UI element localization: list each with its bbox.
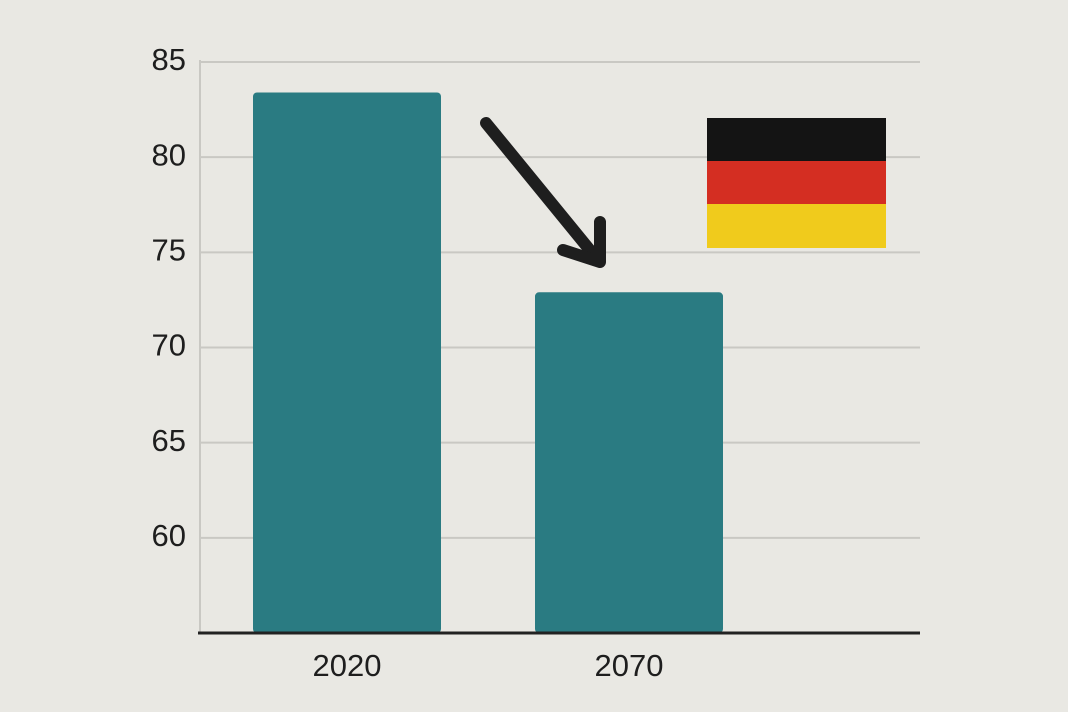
arrow-shaft xyxy=(480,117,604,266)
flag-stripe xyxy=(707,161,886,204)
bar xyxy=(535,292,723,633)
y-tick-label: 85 xyxy=(152,42,186,77)
bar xyxy=(253,92,441,634)
y-tick-label: 60 xyxy=(152,518,186,553)
arrow-head xyxy=(557,216,606,268)
y-tick-label: 75 xyxy=(152,233,186,268)
flag-stripe xyxy=(707,204,886,248)
flag-stripe xyxy=(707,118,886,161)
trend-arrow xyxy=(480,117,606,268)
germany-flag xyxy=(707,118,886,248)
y-tick-label: 70 xyxy=(152,328,186,363)
x-tick-label: 2020 xyxy=(313,648,382,683)
y-tick-label: 80 xyxy=(152,137,186,172)
x-tick-label: 2070 xyxy=(595,648,664,683)
y-tick-label: 65 xyxy=(152,423,186,458)
